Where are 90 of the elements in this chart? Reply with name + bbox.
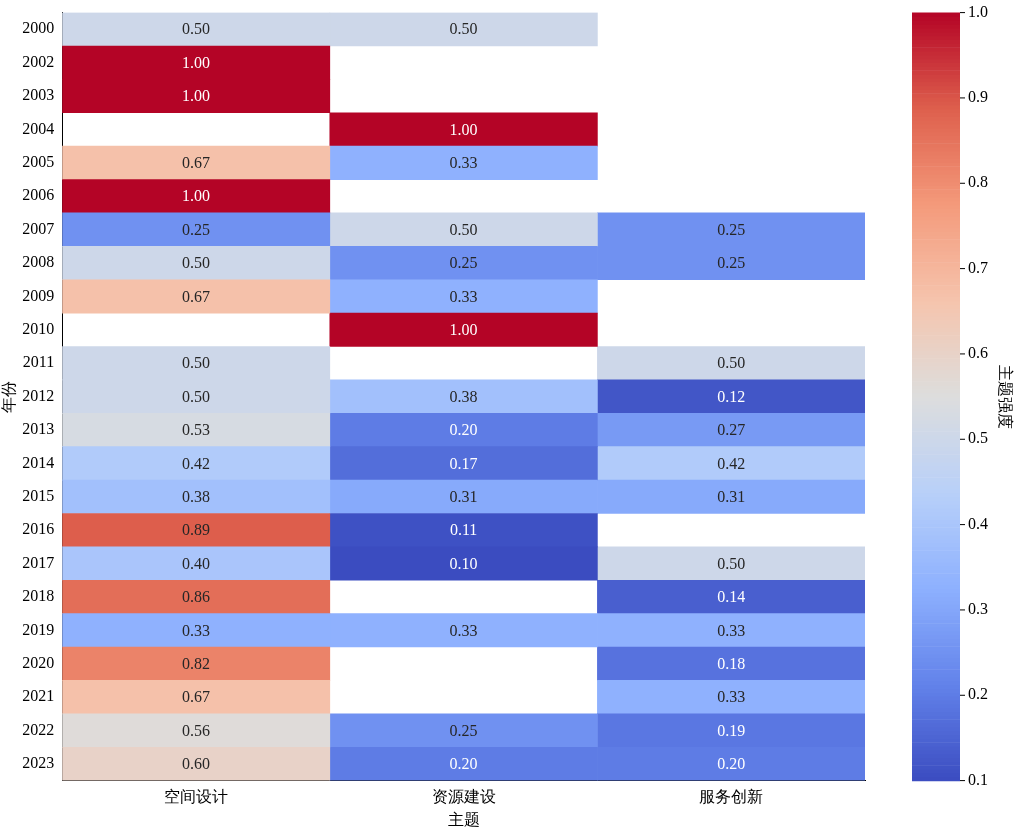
data-label: 0.67: [182, 287, 210, 305]
color-bar-label: 0.6: [968, 344, 988, 362]
data-label: 0.42: [717, 454, 746, 472]
data-label: 0.42: [182, 454, 210, 472]
color-bar-label: 0.3: [968, 600, 988, 618]
data-label: 0.25: [449, 721, 478, 739]
y-tick-label: 2005: [22, 153, 55, 171]
data-label: 0.20: [717, 755, 746, 773]
y-tick-label: 2003: [22, 86, 55, 104]
data-label: 0.50: [182, 354, 210, 372]
y-tick-label: 2022: [22, 720, 55, 738]
data-label: 0.82: [182, 654, 210, 672]
data-label: 0.25: [717, 254, 746, 272]
data-label: 0.60: [182, 755, 210, 773]
y-tick-label: 2012: [22, 386, 55, 404]
x-axis-title: 主题: [447, 809, 480, 829]
data-label: 0.89: [182, 521, 210, 539]
y-tick-label: 2023: [22, 754, 55, 772]
data-label: 0.50: [182, 387, 210, 405]
data-label: 0.10: [449, 554, 478, 572]
y-tick-label: 2016: [22, 520, 55, 538]
x-tick-label: 资源建设: [431, 787, 496, 807]
y-tick-label: 2021: [22, 687, 55, 705]
data-label: 0.53: [182, 421, 210, 439]
data-label: 0.86: [182, 588, 210, 606]
data-label: 1.00: [182, 87, 210, 105]
data-label: 0.50: [182, 20, 210, 38]
data-label: 0.31: [717, 487, 746, 505]
data-label: 0.50: [717, 354, 746, 372]
data-label: 0.11: [449, 521, 478, 539]
data-label: 0.25: [449, 254, 478, 272]
y-tick-label: 2011: [22, 353, 55, 371]
x-tick-label: 服务创新: [699, 787, 764, 807]
color-bar-label: 0.2: [968, 685, 988, 703]
color-bar-label: 0.7: [968, 258, 988, 276]
y-axis-title: 年份: [0, 380, 18, 413]
data-label: 0.17: [449, 454, 478, 472]
data-label: 0.56: [182, 721, 210, 739]
y-tick-label: 2004: [22, 119, 55, 137]
data-label: 0.14: [717, 588, 746, 606]
data-label: 1.00: [182, 187, 210, 205]
data-label: 0.19: [717, 721, 746, 739]
color-bar-label: 1.0: [968, 2, 988, 20]
data-label: 0.18: [717, 654, 746, 672]
y-tick-label: 2006: [22, 186, 55, 204]
y-tick-label: 2017: [22, 553, 55, 571]
data-label: 0.50: [182, 254, 210, 272]
y-tick-label: 2015: [22, 486, 55, 504]
data-label: 0.38: [182, 487, 210, 505]
data-label: 1.00: [449, 120, 478, 138]
color-bar-label: 0.5: [968, 429, 988, 447]
data-label: 0.33: [717, 621, 746, 639]
color-bar-title: 主题强度: [995, 364, 1015, 429]
y-tick-label: 2008: [22, 253, 55, 271]
y-tick-label: 2018: [22, 587, 55, 605]
data-label: 0.67: [182, 154, 210, 172]
color-bar-label: 0.8: [968, 173, 988, 191]
color-bar-label: 0.9: [968, 88, 988, 106]
y-tick-label: 2002: [22, 52, 55, 70]
data-label: 0.50: [449, 220, 478, 238]
y-tick-label: 2019: [22, 620, 55, 638]
y-tick-label: 2000: [22, 19, 55, 37]
data-label: 0.33: [449, 154, 478, 172]
y-tick-label: 2007: [22, 219, 55, 237]
data-label: 0.33: [182, 621, 210, 639]
y-tick-label: 2010: [22, 320, 55, 338]
y-tick-label: 2020: [22, 653, 55, 671]
data-label: 0.40: [182, 554, 210, 572]
data-label: 0.33: [449, 621, 478, 639]
x-tick-label: 空间设计: [164, 787, 228, 807]
y-tick-label: 2014: [22, 453, 55, 471]
data-label: 0.20: [449, 755, 478, 773]
data-label: 0.33: [449, 287, 478, 305]
data-label: 0.25: [717, 220, 746, 238]
data-label: 1.00: [182, 53, 210, 71]
data-label: 0.67: [182, 688, 210, 706]
data-label: 0.50: [717, 554, 746, 572]
data-label: 0.25: [182, 220, 210, 238]
data-label: 0.31: [449, 487, 478, 505]
data-label: 1.00: [449, 321, 478, 339]
data-label: 0.50: [449, 20, 478, 38]
color-bar-label: 0.4: [968, 514, 988, 532]
data-label: 0.38: [449, 387, 478, 405]
data-label: 0.33: [717, 688, 746, 706]
data-label: 0.12: [717, 387, 746, 405]
data-label: 0.20: [449, 421, 478, 439]
y-tick-label: 2009: [22, 286, 55, 304]
y-tick-label: 2013: [22, 420, 55, 438]
color-bar-label: 0.1: [968, 770, 988, 788]
data-label: 0.27: [717, 421, 746, 439]
